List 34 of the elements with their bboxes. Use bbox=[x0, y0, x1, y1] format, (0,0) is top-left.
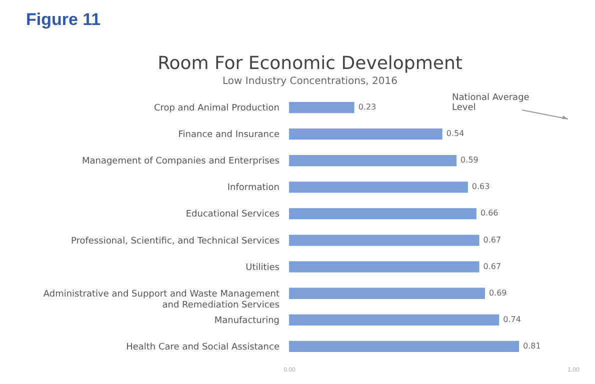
annotation: National Average Level bbox=[452, 93, 530, 113]
data-label: 0.23 bbox=[358, 102, 376, 112]
data-label: 0.59 bbox=[460, 156, 478, 165]
y-tick-label: Utilities bbox=[246, 262, 280, 273]
y-tick-label: Health Care and Social Assistance bbox=[126, 342, 280, 352]
y-tick-label: Finance and Insurance bbox=[178, 130, 280, 140]
bar bbox=[289, 128, 442, 140]
chart-subtitle: Low Industry Concentrations, 2016 bbox=[222, 76, 398, 87]
bar bbox=[289, 314, 500, 326]
y-tick-label: Professional, Scientific, and Technical Services bbox=[70, 236, 280, 246]
bar bbox=[289, 182, 468, 193]
data-label: 0.69 bbox=[488, 288, 507, 298]
bar bbox=[289, 288, 485, 299]
y-tick-label: Information bbox=[227, 183, 280, 194]
chart-title: Room For Economic Development bbox=[158, 53, 462, 74]
bar bbox=[289, 102, 354, 114]
y-tick-label: Educational Services bbox=[186, 210, 280, 220]
data-label: 0.74 bbox=[503, 314, 521, 324]
data-label: 0.67 bbox=[483, 262, 502, 271]
data-label: 0.67 bbox=[483, 235, 502, 244]
y-tick-label: Administrative and Support and Waste Management and Remediation Services bbox=[43, 289, 280, 310]
y-tick-label: Manufacturing bbox=[214, 316, 280, 326]
data-label: 0.54 bbox=[446, 129, 464, 138]
data-label: 0.66 bbox=[480, 208, 498, 218]
bar bbox=[289, 340, 520, 352]
bar bbox=[289, 234, 480, 246]
bar bbox=[289, 155, 457, 166]
bar bbox=[289, 208, 476, 220]
data-label: 0.81 bbox=[523, 341, 541, 350]
y-tick-label: Management of Companies and Enterprises bbox=[82, 156, 280, 167]
bar bbox=[289, 261, 480, 272]
data-label: 0.63 bbox=[472, 182, 490, 192]
y-tick-label: Crop and Animal Production bbox=[154, 104, 280, 114]
caption: Figure 11 bbox=[26, 10, 101, 30]
